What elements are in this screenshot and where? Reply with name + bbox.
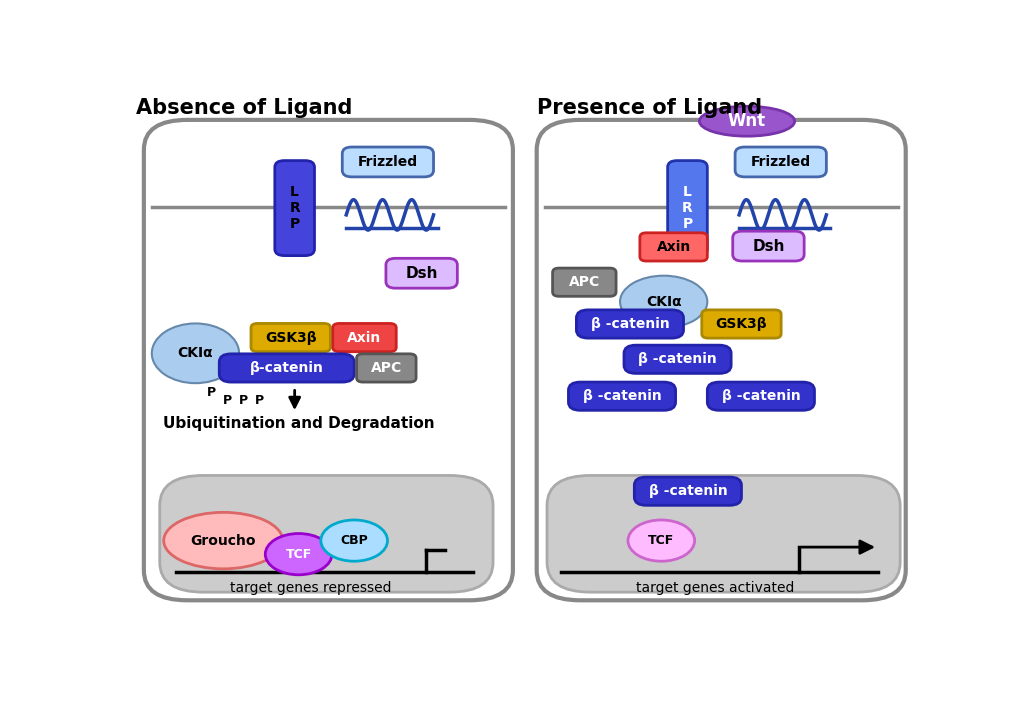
FancyBboxPatch shape: [553, 268, 616, 296]
Ellipse shape: [265, 534, 332, 575]
FancyBboxPatch shape: [577, 310, 684, 338]
Text: β -catenin: β -catenin: [583, 389, 662, 403]
Text: GSK3β: GSK3β: [265, 331, 316, 345]
FancyBboxPatch shape: [251, 324, 331, 352]
Text: Absence of Ligand: Absence of Ligand: [136, 98, 352, 118]
FancyBboxPatch shape: [143, 120, 513, 601]
Text: GSK3β: GSK3β: [716, 317, 767, 331]
Text: P: P: [222, 394, 231, 407]
Text: β -catenin: β -catenin: [722, 389, 801, 403]
Text: TCF: TCF: [648, 534, 675, 547]
FancyBboxPatch shape: [160, 475, 494, 592]
Ellipse shape: [699, 106, 795, 136]
Text: APC: APC: [371, 361, 402, 375]
Text: β -catenin: β -catenin: [648, 484, 727, 498]
Text: target genes activated: target genes activated: [636, 581, 795, 595]
Text: Dsh: Dsh: [753, 238, 784, 254]
FancyBboxPatch shape: [219, 354, 354, 382]
FancyBboxPatch shape: [537, 120, 905, 601]
Text: Axin: Axin: [656, 240, 691, 254]
Text: P: P: [207, 386, 216, 400]
Ellipse shape: [628, 520, 694, 561]
Text: L
R
P: L R P: [682, 185, 693, 231]
FancyBboxPatch shape: [735, 147, 826, 177]
Text: Wnt: Wnt: [728, 112, 766, 130]
Text: Groucho: Groucho: [190, 534, 256, 548]
Text: Axin: Axin: [347, 331, 382, 345]
FancyBboxPatch shape: [733, 231, 804, 261]
FancyBboxPatch shape: [356, 354, 416, 382]
Ellipse shape: [321, 520, 387, 561]
Text: Frizzled: Frizzled: [751, 155, 811, 169]
FancyBboxPatch shape: [708, 382, 814, 410]
Text: APC: APC: [568, 275, 600, 289]
Text: CKIα: CKIα: [646, 295, 682, 309]
Text: TCF: TCF: [286, 548, 311, 560]
Text: L
R
P: L R P: [290, 185, 300, 231]
Text: β -catenin: β -catenin: [591, 317, 670, 331]
Text: Dsh: Dsh: [406, 266, 438, 281]
FancyBboxPatch shape: [274, 161, 314, 256]
Text: Frizzled: Frizzled: [357, 155, 418, 169]
FancyBboxPatch shape: [568, 382, 676, 410]
FancyBboxPatch shape: [634, 477, 741, 505]
FancyBboxPatch shape: [333, 324, 396, 352]
Text: P: P: [239, 394, 248, 407]
Text: CBP: CBP: [340, 534, 368, 547]
Text: β-catenin: β-catenin: [250, 361, 324, 375]
FancyBboxPatch shape: [547, 475, 900, 592]
FancyBboxPatch shape: [640, 233, 708, 261]
Text: β -catenin: β -catenin: [638, 352, 717, 367]
Text: Ubiquitination and Degradation: Ubiquitination and Degradation: [163, 417, 434, 431]
FancyBboxPatch shape: [624, 345, 731, 374]
FancyBboxPatch shape: [342, 147, 433, 177]
Text: target genes repressed: target genes repressed: [229, 581, 391, 595]
Ellipse shape: [152, 324, 240, 383]
Ellipse shape: [621, 276, 708, 328]
FancyBboxPatch shape: [386, 258, 458, 288]
FancyBboxPatch shape: [701, 310, 781, 338]
Text: Presence of Ligand: Presence of Ligand: [537, 98, 762, 118]
FancyBboxPatch shape: [668, 161, 708, 256]
Text: P: P: [254, 394, 263, 407]
Ellipse shape: [164, 513, 283, 569]
Text: CKIα: CKIα: [177, 346, 213, 360]
